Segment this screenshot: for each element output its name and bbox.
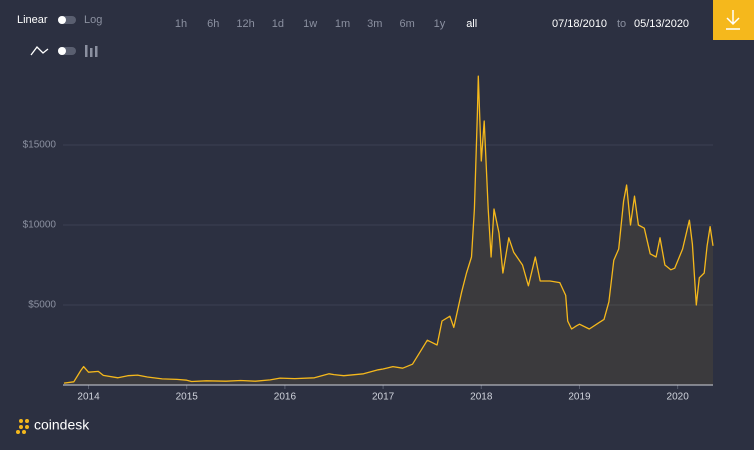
range-button[interactable]: 3m [367, 18, 382, 30]
x-tick-label: 2016 [274, 392, 297, 403]
range-button[interactable]: all [466, 18, 477, 30]
range-button[interactable]: 6m [399, 18, 414, 30]
scale-toggle-knob [58, 16, 66, 24]
date-separator: to [617, 18, 626, 30]
candle-icon[interactable] [85, 45, 98, 57]
y-tick-label: $5000 [28, 300, 56, 311]
price-line [63, 75, 714, 384]
date-from[interactable]: 07/18/2010 [552, 18, 607, 30]
range-button[interactable]: 1w [303, 18, 317, 30]
y-tick-label: $10000 [23, 220, 57, 231]
range-button[interactable]: 1h [175, 18, 187, 30]
x-tick-label: 2019 [568, 392, 591, 403]
range-button[interactable]: 1d [272, 18, 284, 30]
x-tick-label: 2014 [77, 392, 100, 403]
range-button[interactable]: 1m [335, 18, 350, 30]
linear-label[interactable]: Linear [17, 14, 48, 26]
range-button[interactable]: 1y [434, 18, 446, 30]
x-tick-label: 2017 [372, 392, 395, 403]
brand-logo [16, 419, 29, 434]
brand: coindesk [34, 417, 90, 433]
log-label[interactable]: Log [84, 14, 102, 26]
area-fill [63, 76, 713, 385]
range-button[interactable]: 12h [236, 18, 254, 30]
x-tick-label: 2018 [470, 392, 493, 403]
x-tick-label: 2015 [176, 392, 199, 403]
range-button[interactable]: 6h [207, 18, 219, 30]
x-tick-label: 2020 [667, 392, 690, 403]
chart-type-toggle-knob [58, 47, 66, 55]
y-tick-label: $15000 [23, 140, 57, 151]
download-icon [726, 10, 740, 30]
date-to[interactable]: 05/13/2020 [634, 18, 689, 30]
line-icon[interactable] [30, 46, 49, 56]
